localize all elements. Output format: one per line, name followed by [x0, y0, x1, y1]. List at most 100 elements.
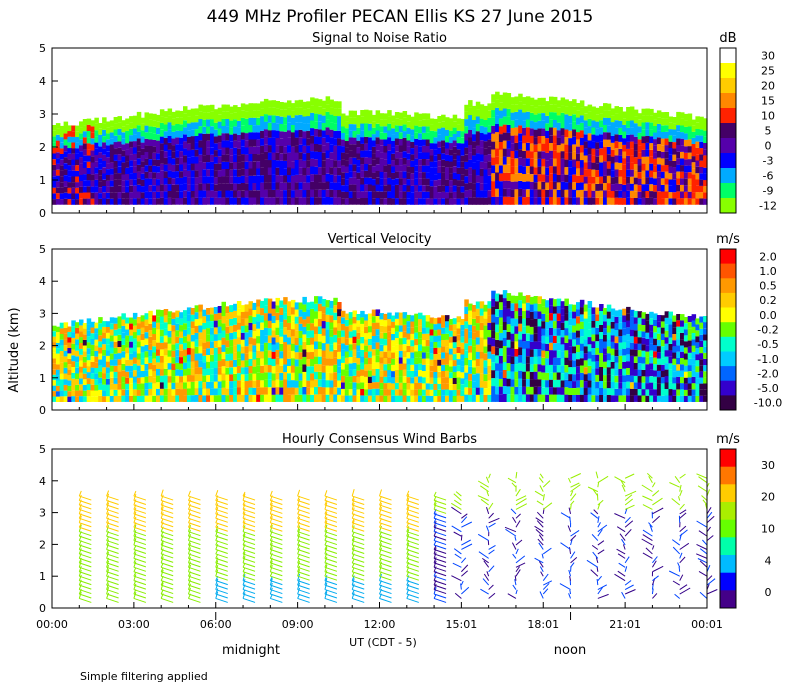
data-cell: [410, 346, 415, 353]
data-cell: [391, 134, 396, 141]
data-cell: [518, 101, 523, 110]
data-cell: [202, 148, 207, 156]
data-cell: [599, 332, 604, 339]
data-cell: [425, 178, 431, 186]
data-cell: [171, 111, 176, 119]
data-cell: [429, 167, 435, 174]
data-cell: [626, 368, 631, 375]
data-cell: [329, 107, 334, 115]
data-cell: [352, 191, 357, 198]
data-cell: [256, 110, 261, 118]
data-cell: [263, 357, 269, 365]
data-cell: [599, 134, 604, 142]
data-cell: [186, 347, 192, 355]
wind-barb-flag: [79, 580, 92, 586]
data-cell: [75, 199, 80, 205]
data-cell: [171, 165, 176, 172]
wind-barb: [106, 539, 110, 546]
data-cell: [294, 323, 300, 331]
data-cell: [379, 357, 384, 364]
data-cell: [475, 337, 481, 345]
data-cell: [217, 347, 223, 354]
data-cell: [683, 178, 689, 186]
data-cell: [94, 155, 99, 162]
data-cell: [591, 341, 596, 348]
data-cell: [105, 121, 111, 128]
data-cell: [267, 394, 273, 402]
data-cell: [437, 128, 442, 135]
data-cell: [82, 125, 88, 132]
data-cell: [102, 373, 107, 379]
data-cell: [606, 346, 612, 354]
data-cell: [263, 121, 269, 130]
data-cell: [140, 136, 146, 143]
data-cell: [198, 169, 203, 177]
data-cell: [475, 197, 481, 205]
data-cell: [221, 118, 226, 126]
data-cell: [329, 167, 334, 175]
data-cell: [225, 183, 230, 191]
data-cell: [606, 367, 612, 375]
data-cell: [518, 173, 523, 181]
data-cell: [418, 139, 423, 147]
data-cell: [86, 360, 92, 367]
data-cell: [121, 338, 126, 345]
data-cell: [283, 304, 288, 313]
data-cell: [622, 178, 627, 185]
data-cell: [402, 363, 408, 370]
data-cell: [633, 317, 639, 324]
data-cell: [568, 339, 573, 347]
data-cell: [398, 344, 404, 351]
data-cell: [472, 325, 477, 333]
data-cell: [610, 197, 616, 205]
data-cell: [606, 304, 612, 312]
data-cell: [236, 351, 242, 359]
data-cell: [321, 130, 327, 138]
data-cell: [599, 346, 604, 353]
data-cell: [687, 139, 693, 147]
data-cell: [98, 181, 103, 188]
data-cell: [156, 322, 161, 330]
data-cell: [491, 346, 496, 355]
data-cell: [317, 136, 323, 145]
data-cell: [410, 327, 415, 334]
data-cell: [683, 377, 689, 384]
data-cell: [279, 131, 284, 139]
data-cell: [518, 362, 523, 371]
data-cell: [672, 117, 677, 124]
data-cell: [314, 341, 319, 350]
data-cell: [649, 115, 654, 123]
data-cell: [529, 364, 535, 372]
data-cell: [225, 347, 230, 355]
data-cell: [294, 145, 300, 153]
data-cell: [664, 131, 670, 139]
data-cell: [606, 360, 612, 368]
data-cell: [225, 104, 230, 112]
data-cell: [275, 189, 280, 198]
data-cell: [525, 189, 531, 197]
data-cell: [703, 186, 708, 193]
data-cell: [618, 362, 623, 369]
data-cell: [487, 373, 492, 381]
data-cell: [649, 122, 654, 130]
data-cell: [510, 341, 515, 349]
data-cell: [414, 313, 419, 320]
data-cell: [591, 314, 596, 321]
data-cell: [583, 169, 589, 177]
data-cell: [641, 108, 646, 116]
data-cell: [271, 115, 277, 123]
data-cell: [306, 153, 311, 161]
wind-barb-flag: [79, 540, 92, 546]
data-cell: [225, 161, 230, 169]
data-cell: [610, 163, 616, 171]
data-cell: [626, 120, 631, 128]
data-cell: [556, 298, 562, 306]
data-cell: [429, 118, 435, 125]
data-cell: [595, 184, 600, 191]
data-cell: [672, 315, 677, 322]
data-cell: [591, 320, 596, 328]
data-cell: [456, 353, 462, 360]
data-cell: [132, 395, 138, 402]
data-cell: [71, 199, 76, 205]
data-cell: [252, 352, 257, 360]
